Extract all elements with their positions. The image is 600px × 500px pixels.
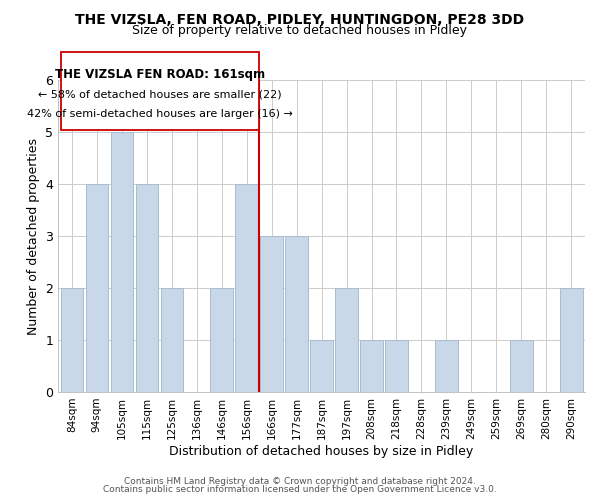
Bar [560,288,583,392]
Bar [385,340,408,392]
FancyBboxPatch shape [61,52,259,130]
Bar [86,184,108,392]
X-axis label: Distribution of detached houses by size in Pidley: Distribution of detached houses by size … [169,444,473,458]
Text: ← 58% of detached houses are smaller (22): ← 58% of detached houses are smaller (22… [38,90,281,100]
Text: 42% of semi-detached houses are larger (16) →: 42% of semi-detached houses are larger (… [27,109,293,119]
Bar [286,236,308,392]
Bar [136,184,158,392]
Bar [335,288,358,392]
Bar [161,288,183,392]
Bar [260,236,283,392]
Bar [310,340,333,392]
Bar [435,340,458,392]
Text: Size of property relative to detached houses in Pidley: Size of property relative to detached ho… [133,24,467,37]
Text: Contains public sector information licensed under the Open Government Licence v3: Contains public sector information licen… [103,484,497,494]
Text: THE VIZSLA FEN ROAD: 161sqm: THE VIZSLA FEN ROAD: 161sqm [55,68,265,80]
Y-axis label: Number of detached properties: Number of detached properties [27,138,40,334]
Bar [211,288,233,392]
Text: THE VIZSLA, FEN ROAD, PIDLEY, HUNTINGDON, PE28 3DD: THE VIZSLA, FEN ROAD, PIDLEY, HUNTINGDON… [76,12,524,26]
Bar [61,288,83,392]
Bar [510,340,533,392]
Bar [360,340,383,392]
Bar [110,132,133,392]
Bar [235,184,258,392]
Text: Contains HM Land Registry data © Crown copyright and database right 2024.: Contains HM Land Registry data © Crown c… [124,477,476,486]
